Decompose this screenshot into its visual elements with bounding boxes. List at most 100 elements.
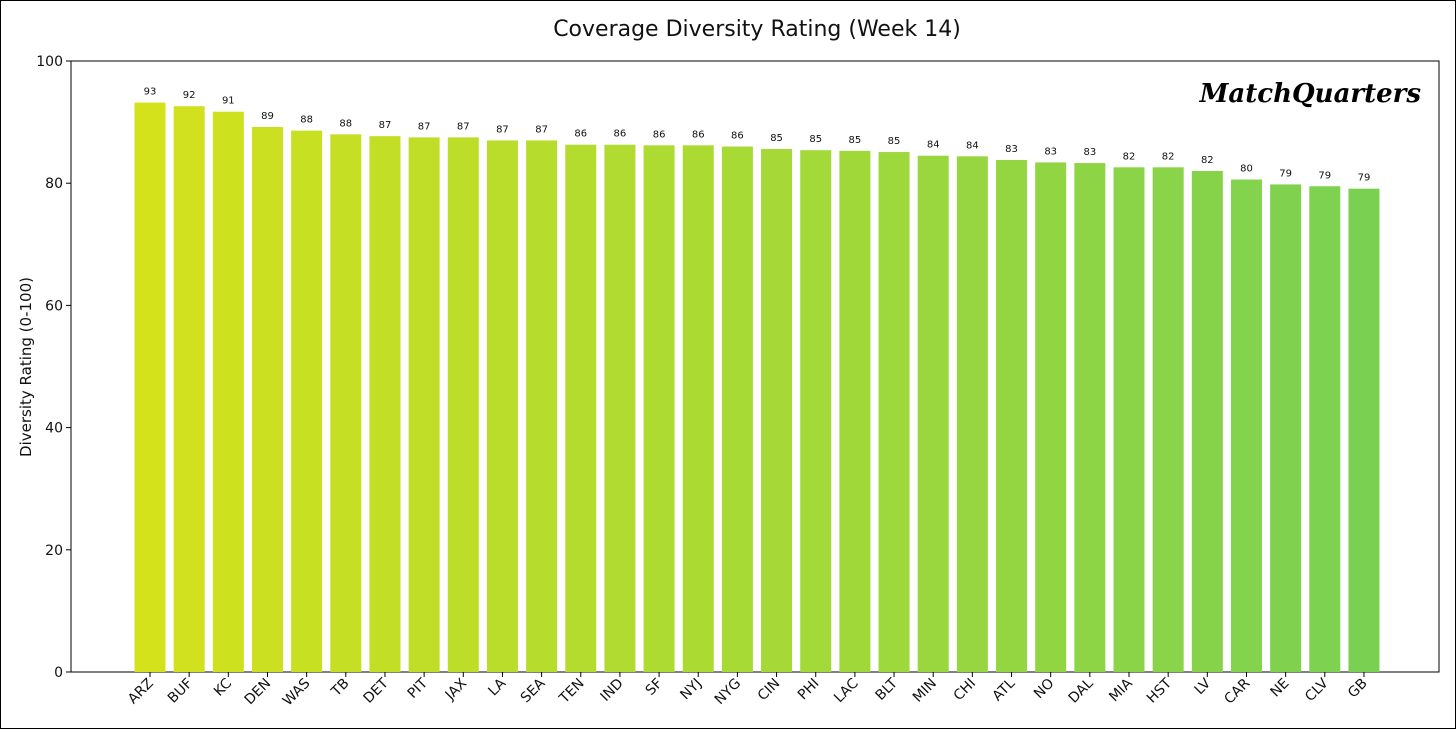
bar-atl	[996, 159, 1028, 672]
bar-mia	[1113, 167, 1145, 672]
x-tick-label-phi: PHI	[795, 676, 823, 704]
x-tick-label-sea: SEA	[518, 675, 549, 706]
bar-buf	[173, 106, 205, 673]
data-label-ind: 86	[614, 129, 627, 140]
bar-min	[917, 155, 949, 672]
plot-frame	[70, 60, 1440, 673]
bar-phi	[800, 150, 832, 672]
brand-watermark: MatchQuarters	[1199, 79, 1422, 109]
data-label-ten: 86	[574, 129, 587, 140]
bar-ind	[604, 144, 636, 672]
x-tick-label-la: LA	[485, 675, 509, 699]
data-label-dal: 83	[1083, 147, 1096, 158]
x-tick-label-car: CAR	[1221, 675, 1253, 707]
x-tick-label-jax: JAX	[442, 675, 471, 704]
data-label-ne: 79	[1279, 168, 1292, 179]
x-tick-label-hst: HST	[1144, 675, 1175, 706]
x-tick-label-nyg: NYG	[712, 676, 744, 708]
data-label-cin: 85	[770, 133, 783, 144]
x-tick-label-nyj: NYJ	[677, 676, 705, 704]
x-tick-label-gb: GB	[1345, 676, 1371, 702]
data-label-no: 83	[1044, 146, 1057, 157]
plot-area: 0 20 40 60 80 100 93 ARZ 92 BUF 91 KC 89 DEN 88 WAS 88 TB…	[36, 54, 1440, 709]
bar-was	[291, 130, 323, 673]
bar-arz	[134, 102, 166, 673]
bar-ten	[565, 144, 597, 672]
data-label-clv: 79	[1318, 170, 1331, 181]
x-tick-label-was: WAS	[280, 675, 314, 709]
data-label-lv: 82	[1201, 155, 1214, 166]
x-tick-label-ind: IND	[597, 676, 626, 705]
x-tick-label-lv: LV	[1192, 675, 1215, 698]
x-tick-label-mia: MIA	[1106, 675, 1136, 705]
data-label-det: 87	[379, 120, 392, 131]
data-label-arz: 93	[144, 87, 157, 98]
x-tick-label-kc: KC	[211, 675, 235, 699]
x-tick-label-ne: NE	[1267, 676, 1292, 701]
bar-no	[1035, 162, 1067, 672]
bar-lac	[839, 150, 871, 672]
data-label-car: 80	[1240, 164, 1253, 175]
data-label-was: 88	[300, 115, 313, 126]
data-label-chi: 84	[966, 140, 979, 151]
bar-la	[486, 140, 518, 672]
bar-kc	[212, 111, 244, 672]
bar-ne	[1270, 184, 1302, 672]
data-label-jax: 87	[457, 121, 470, 132]
data-label-la: 87	[496, 124, 509, 135]
x-tick-label-ten: TEN	[556, 676, 588, 708]
y-tick-label: 0	[54, 665, 63, 681]
bar-nyj	[682, 145, 714, 672]
data-label-nyg: 86	[731, 131, 744, 142]
data-label-tb: 88	[339, 118, 352, 129]
bar-sf	[643, 145, 675, 672]
x-tick-label-cin: CIN	[755, 676, 784, 705]
x-tick-label-chi: CHI	[951, 676, 980, 705]
bar-car	[1230, 179, 1262, 672]
data-label-lac: 85	[849, 135, 862, 146]
data-label-phi: 85	[809, 134, 822, 145]
x-tick-label-arz: ARZ	[125, 676, 157, 708]
bar-nyg	[721, 146, 753, 673]
bar-hst	[1152, 167, 1184, 672]
bar-tb	[330, 134, 362, 672]
x-tick-label-dal: DAL	[1066, 675, 1097, 706]
bar-chi	[956, 156, 988, 673]
y-tick-label: 80	[45, 176, 63, 192]
x-tick-label-den: DEN	[242, 676, 275, 709]
data-label-gb: 79	[1358, 173, 1371, 184]
x-tick-label-det: DET	[361, 675, 393, 707]
data-label-blt: 85	[888, 136, 901, 147]
y-tick-label: 40	[45, 421, 63, 437]
data-label-mia: 82	[1123, 151, 1136, 162]
x-tick-label-blt: BLT	[873, 675, 902, 704]
bar-lv	[1191, 170, 1223, 673]
bar-clv	[1309, 186, 1341, 672]
x-tick-label-tb: TB	[328, 676, 353, 701]
data-label-pit: 87	[418, 121, 431, 132]
x-tick-label-lac: LAC	[831, 675, 862, 706]
data-label-hst: 82	[1162, 151, 1175, 162]
bar-den	[251, 126, 283, 673]
y-tick-label: 100	[36, 54, 63, 70]
y-tick-label: 20	[45, 543, 63, 559]
y-axis-label: Diversity Rating (0-100)	[17, 277, 35, 457]
data-label-nyj: 86	[692, 129, 705, 140]
bar-det	[369, 136, 401, 672]
x-tick-label-min: MIN	[910, 676, 940, 706]
bar-jax	[447, 137, 479, 672]
x-tick-label-atl: ATL	[989, 675, 1018, 704]
data-label-sea: 87	[535, 124, 548, 135]
y-tick-label: 60	[45, 298, 63, 314]
data-label-sf: 86	[653, 129, 666, 140]
bar-cin	[761, 148, 793, 672]
data-label-atl: 83	[1005, 144, 1018, 155]
data-label-min: 84	[927, 140, 940, 151]
bar-gb	[1348, 188, 1380, 672]
bar-dal	[1074, 163, 1106, 673]
bar-blt	[878, 152, 910, 672]
data-label-den: 89	[261, 111, 274, 122]
x-tick-label-sf: SF	[643, 676, 666, 699]
